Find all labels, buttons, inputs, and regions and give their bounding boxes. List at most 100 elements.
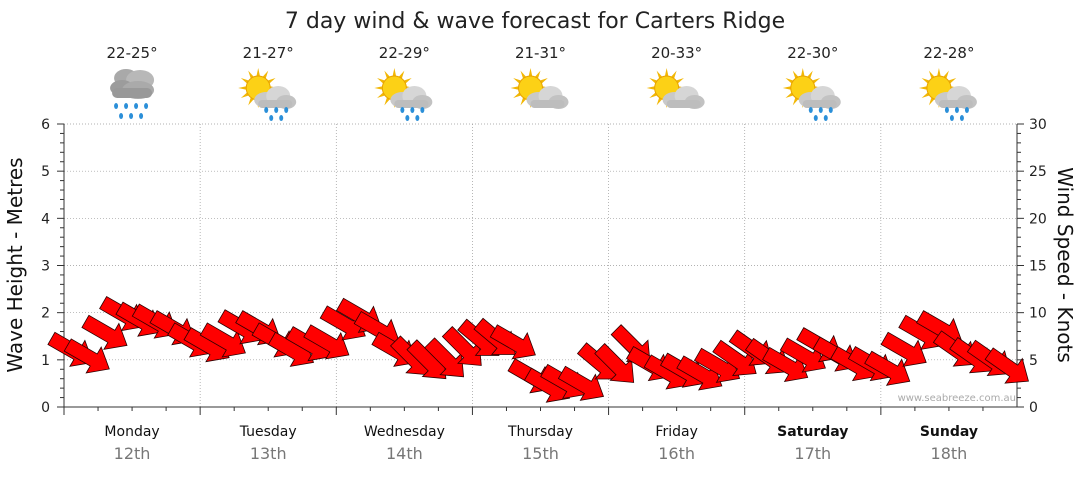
- wind-arrow: [424, 337, 465, 378]
- wind-arrow-shape: [594, 343, 635, 383]
- wind-arrow: [81, 314, 128, 350]
- cloud-base: [530, 100, 565, 108]
- rain-drop: [959, 115, 964, 121]
- x-axis: Monday 12th Tuesday 13th Wednesday 14th Thursd…: [63, 406, 1017, 463]
- left-tick-label: 0: [41, 400, 50, 416]
- temperature-range: 21-27°: [243, 44, 294, 62]
- temperature-range: 22-30°: [787, 44, 838, 62]
- cloud-base: [938, 100, 973, 108]
- sun-ray: [510, 86, 520, 90]
- sun-cloud-showers-icon: [918, 68, 977, 121]
- x-day-label: Saturday: [777, 424, 848, 440]
- sun-cloud-showers-icon: [374, 68, 433, 121]
- cloud-base: [112, 88, 153, 98]
- rain-drop: [269, 115, 274, 121]
- left-tick-label: 6: [41, 117, 50, 133]
- sun-cloud-showers-icon: [238, 68, 297, 121]
- wind-arrow-shape: [880, 331, 927, 367]
- sun-ray: [528, 68, 533, 78]
- wind-arrow: [303, 324, 350, 360]
- rain-drop: [808, 107, 813, 113]
- x-day-label: Tuesday: [239, 424, 297, 440]
- cloud-icon: [526, 86, 569, 109]
- cloud-icon: [390, 86, 433, 109]
- rain-drop: [274, 107, 279, 113]
- x-date-label: 15th: [522, 444, 559, 463]
- wind-arrows: [47, 295, 1029, 403]
- right-tick-label: 15: [1029, 259, 1047, 275]
- wind-arrow: [880, 331, 927, 367]
- x-date-label: 16th: [658, 444, 695, 463]
- rain-drop: [119, 113, 124, 119]
- rain-drop: [405, 115, 410, 121]
- rain-drop: [813, 115, 818, 121]
- wind-arrow-shape: [303, 324, 350, 360]
- rain-drop: [139, 113, 144, 119]
- x-date-label: 17th: [794, 444, 831, 463]
- wind-arrow-shape: [63, 338, 110, 374]
- sun-ray: [800, 68, 805, 78]
- x-date-label: 18th: [931, 444, 968, 463]
- rain-drop: [954, 107, 959, 113]
- rain-drop: [828, 107, 833, 113]
- right-tick-label: 5: [1029, 353, 1038, 369]
- sun-cloud-icon: [646, 68, 705, 109]
- sun-ray: [918, 86, 929, 90]
- right-tick-label: 10: [1029, 306, 1047, 322]
- rain-drop: [944, 107, 949, 113]
- rain-drop: [124, 103, 129, 109]
- sun-ray: [238, 86, 248, 90]
- rain-drop: [144, 103, 149, 109]
- wind-arrow-shape: [81, 314, 128, 350]
- wind-arrow-shape: [712, 339, 757, 376]
- cloud-icon: [798, 86, 841, 109]
- rain-cloud-icon: [110, 69, 155, 119]
- right-tick-label: 20: [1029, 211, 1047, 227]
- right-tick-label: 25: [1029, 164, 1047, 180]
- wind-arrow-shape: [864, 350, 911, 386]
- temperature-range: 22-25°: [107, 44, 158, 62]
- right-tick-label: 0: [1029, 400, 1038, 416]
- rain-drop: [284, 107, 289, 113]
- wind-arrow: [779, 337, 826, 373]
- rain-drop: [400, 107, 405, 113]
- cloud-base: [258, 100, 293, 108]
- wind-arrow: [864, 350, 911, 386]
- sun-ray: [256, 68, 261, 78]
- cloud-base: [802, 100, 837, 108]
- cloud-icon: [110, 69, 155, 99]
- cloud-icon: [254, 86, 297, 109]
- y-axis-label-right: Wind Speed - Knots: [1053, 167, 1077, 363]
- wind-arrow-shape: [984, 347, 1029, 384]
- wind-arrow: [984, 347, 1029, 384]
- cloud-icon: [662, 86, 705, 109]
- sun-ray: [646, 86, 656, 90]
- rain-drop: [420, 107, 425, 113]
- left-tick-label: 2: [41, 306, 50, 322]
- rain-drop: [818, 107, 823, 113]
- wind-arrow: [712, 339, 757, 376]
- temperature-range: 22-28°: [923, 44, 974, 62]
- plot-grid: [64, 123, 1017, 407]
- rain-drop: [264, 107, 269, 113]
- cloud-base: [666, 100, 701, 108]
- rain-drop: [415, 115, 420, 121]
- wind-arrow-shape: [441, 326, 482, 366]
- left-tick-label: 5: [41, 164, 50, 180]
- cloud-base: [394, 100, 429, 108]
- rain-drop: [134, 103, 139, 109]
- wind-arrow-shape: [424, 337, 465, 378]
- x-day-label: Sunday: [920, 424, 978, 440]
- wind-arrow-shape: [557, 365, 605, 401]
- wind-arrow: [441, 326, 482, 366]
- wind-arrow-shape: [489, 324, 536, 360]
- rain-drop: [410, 107, 415, 113]
- x-date-label: 12th: [114, 444, 151, 463]
- wind-arrow: [594, 343, 635, 383]
- sun-cloud-showers-icon: [782, 68, 841, 121]
- left-axis: 0 1 2 3 4 5 6: [41, 117, 65, 416]
- wind-arrow: [762, 346, 809, 383]
- x-day-label: Wednesday: [364, 424, 445, 440]
